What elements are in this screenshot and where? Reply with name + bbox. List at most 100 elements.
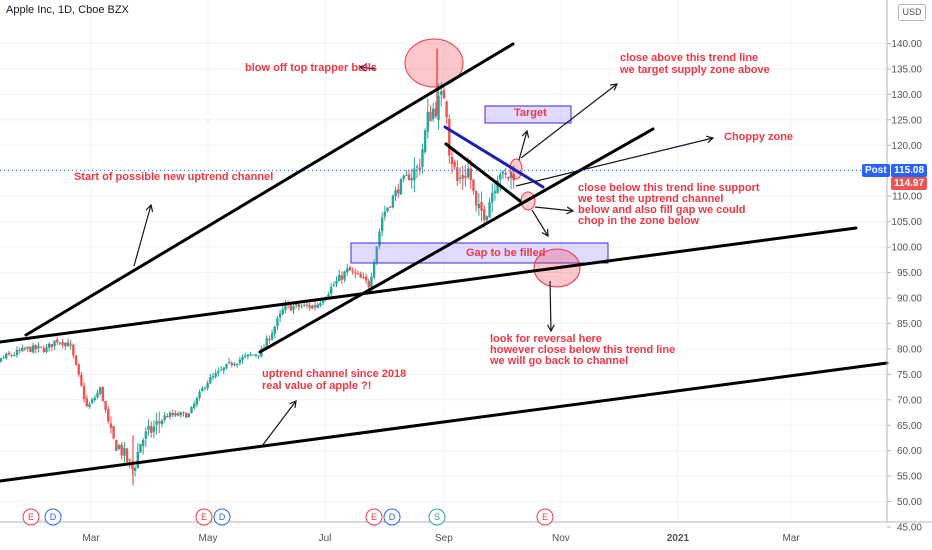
candle-body <box>90 399 94 404</box>
price-tick-label: 105.00 <box>891 217 922 228</box>
event-marker-label: D <box>389 512 396 522</box>
candle-body <box>319 303 322 306</box>
time-axis: Mar May Jul Sep Nov 2021 Mar <box>0 521 932 544</box>
candle-body <box>209 377 212 384</box>
candle-body <box>313 305 317 308</box>
time-tick-label: Mar <box>782 533 800 544</box>
candle-body <box>383 211 387 217</box>
candle-body <box>225 363 228 369</box>
event-marker-E <box>365 508 383 526</box>
candle-body <box>238 359 242 364</box>
candle-body <box>488 202 491 218</box>
candle-body <box>512 174 515 181</box>
candle-body <box>418 167 421 171</box>
candle-body <box>21 347 24 352</box>
arrow-since2018 <box>261 400 297 447</box>
wedge-lower-line <box>444 142 522 203</box>
candle-body <box>7 352 11 355</box>
candle-body <box>61 342 64 346</box>
annotation-new-channel: Start of possible new uptrend channel <box>74 171 274 183</box>
candle-body <box>96 392 99 398</box>
candle-body <box>93 397 97 400</box>
candle-body <box>136 451 139 469</box>
candle-body <box>26 346 29 349</box>
arrow-gap <box>531 209 549 237</box>
candle-body <box>359 273 362 278</box>
candle-body <box>440 91 443 95</box>
event-marker-label: E <box>201 512 207 522</box>
candle-body <box>69 344 72 346</box>
price-tick-label: 80.00 <box>897 344 922 355</box>
candle-body <box>351 270 354 272</box>
candle-body <box>152 426 156 432</box>
candle-body <box>176 413 180 416</box>
candle-body <box>337 274 341 282</box>
event-marker-label: E <box>542 512 548 522</box>
price-tick-label: 90.00 <box>897 294 922 305</box>
price-tick-label: 95.00 <box>897 268 922 279</box>
candle-body <box>219 369 223 371</box>
candle-body <box>458 177 462 179</box>
candle-body <box>421 149 424 168</box>
candle-body <box>469 168 472 181</box>
candle-body <box>64 342 67 347</box>
candle-body <box>241 357 244 361</box>
event-marker-E <box>536 508 554 526</box>
candle-body <box>394 190 397 197</box>
candle-body <box>235 363 239 366</box>
candle-body <box>31 345 35 353</box>
candle-body <box>249 354 252 356</box>
candle-body <box>426 111 430 132</box>
candle-body <box>230 362 233 366</box>
candle-body <box>284 304 287 311</box>
candles <box>0 48 515 486</box>
candle-body <box>56 339 59 343</box>
candle-body <box>42 348 46 353</box>
arrow-reversal <box>549 280 552 332</box>
candle-body <box>380 217 384 232</box>
annotation-close-below-3: below and also fill gap we could <box>578 204 746 216</box>
candle-body <box>190 406 193 414</box>
annotation-since2018-1: uptrend channel since 2018 <box>262 368 407 380</box>
price-axis: 45.00 50.00 55.00 60.00 65.00 70.00 75.00 80.00… <box>886 0 922 534</box>
candle-body <box>206 383 209 389</box>
channel-2018-line <box>0 361 889 483</box>
candle-body <box>50 343 54 347</box>
candle-body <box>252 354 255 356</box>
candle-body <box>397 189 400 194</box>
candle-body <box>80 374 83 386</box>
candle-body <box>453 161 456 167</box>
candle-body <box>109 423 113 428</box>
time-tick-label: Sep <box>435 533 453 544</box>
candle-body <box>354 272 357 274</box>
candle-body <box>364 276 368 281</box>
time-tick-label: 2021 <box>667 533 690 544</box>
annotation-choppy: Choppy zone <box>724 131 794 143</box>
candle-body <box>329 287 333 295</box>
candle-body <box>115 440 118 451</box>
candle-body <box>217 370 220 374</box>
annotation-close-above-2: we target supply zone above <box>620 64 770 76</box>
candle-body <box>270 333 274 340</box>
candle-body <box>305 304 309 306</box>
candle-body <box>295 303 298 306</box>
price-tick-label: 110.00 <box>892 192 922 203</box>
currency-button[interactable]: USD <box>898 4 926 21</box>
annotation-close-below-2: we test the uptrend channel <box>578 193 724 205</box>
event-marker-E <box>195 508 213 526</box>
candle-body <box>434 107 438 117</box>
candle-body <box>292 306 295 310</box>
candle-body <box>72 344 75 356</box>
price-tick-label: 85.00 <box>897 319 922 330</box>
time-tick-label: May <box>199 533 218 544</box>
candle-body <box>504 173 507 175</box>
candle-body <box>74 355 78 365</box>
candle-body <box>386 207 389 212</box>
candle-body <box>372 262 376 278</box>
candle-body <box>413 168 416 181</box>
candle-body <box>499 174 502 180</box>
candle-body <box>158 421 161 424</box>
event-marker-label: D <box>219 512 226 522</box>
